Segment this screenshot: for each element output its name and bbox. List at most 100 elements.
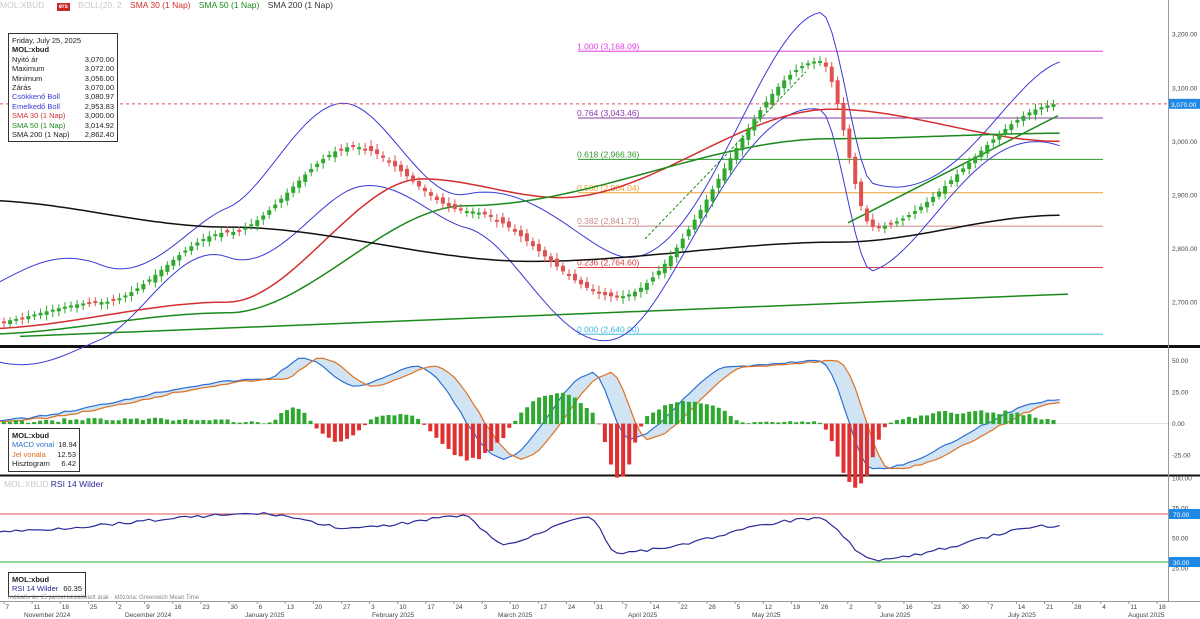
- histogram-bar: [189, 419, 194, 425]
- histogram-bar: [279, 413, 284, 425]
- macd-value: 18.94: [58, 440, 77, 450]
- candle-body: [345, 147, 350, 152]
- x-tick-label: 14: [652, 604, 660, 611]
- x-tick-label: 24: [455, 604, 463, 611]
- candle-body: [68, 305, 73, 308]
- candle-body: [686, 229, 691, 237]
- last-price-badge: [1169, 98, 1200, 109]
- candle-body: [578, 279, 583, 285]
- info-value: 2,953.83: [84, 101, 114, 111]
- histogram-bar: [931, 413, 936, 425]
- histogram-bar: [663, 405, 668, 425]
- candle-body: [339, 148, 344, 151]
- bollinger-lower: [0, 108, 1060, 366]
- candle-body: [488, 214, 493, 217]
- histogram-bar: [345, 423, 350, 439]
- candle-body: [309, 168, 314, 173]
- candle-body: [876, 226, 881, 229]
- info-label: Maximum: [12, 64, 45, 74]
- rsi-level-badge: [1169, 509, 1200, 519]
- x-tick-label: 22: [680, 604, 688, 611]
- rsi-legend-label: RSI 14 Wilder: [50, 479, 104, 489]
- moving-average-line: [0, 132, 1060, 335]
- fib-level-label: 0.618 (2,966.36): [577, 149, 640, 159]
- histogram-bar: [519, 412, 524, 425]
- candle-body: [835, 80, 840, 105]
- candle-body: [440, 197, 445, 204]
- histogram-bar: [19, 420, 24, 425]
- candle-body: [806, 63, 811, 66]
- signal-line: [0, 357, 1060, 470]
- candle-body: [650, 277, 655, 282]
- candle-body: [464, 211, 469, 214]
- info-label: Minimum: [12, 73, 43, 83]
- candle-body: [416, 181, 421, 187]
- histogram-bar: [615, 423, 620, 478]
- histogram-bar: [997, 414, 1002, 425]
- candle-body: [494, 219, 499, 222]
- chart-legend: MOL:XBUD ers BOLL(20, 2 SMA 30 (1 Nap) S…: [0, 0, 339, 13]
- histogram-bar: [870, 423, 875, 458]
- x-tick-label: 28: [709, 604, 717, 611]
- x-tick-label: 21: [1046, 604, 1054, 611]
- candle-body: [788, 74, 793, 80]
- candle-body: [560, 265, 565, 272]
- info-date: Friday, July 25, 2025: [12, 36, 82, 45]
- x-tick-label: 9: [877, 604, 881, 611]
- candle-body: [829, 66, 834, 82]
- candle-body: [906, 215, 911, 218]
- candle-body: [518, 230, 523, 237]
- price-tick-label: 3,100.00: [1172, 85, 1198, 92]
- histogram-bar: [68, 419, 73, 425]
- macd-info-box: MOL:xbud MACD vonal 18.94 Jel vonala 12.53 H…: [8, 428, 80, 472]
- histogram-bar: [368, 419, 373, 425]
- candle-body: [985, 144, 990, 154]
- histogram-bar: [1021, 415, 1026, 425]
- histogram-bar: [912, 418, 917, 425]
- histogram-bar: [207, 420, 212, 425]
- candle-body: [734, 147, 739, 160]
- histogram-bar: [674, 402, 679, 425]
- candle-body: [656, 270, 661, 276]
- candle-body: [255, 220, 260, 227]
- info-row: Csökkenő Boll 3,080.97: [12, 92, 114, 101]
- candle-body: [626, 294, 631, 297]
- rsi-value: 60.35: [63, 584, 82, 594]
- candle-body: [50, 309, 55, 312]
- histogram-bar: [458, 423, 463, 457]
- histogram-bar: [746, 423, 751, 425]
- candle-body: [692, 219, 697, 230]
- histogram-bar: [362, 423, 367, 426]
- month-label: January 2025: [245, 612, 285, 619]
- macd-tick-label: 0.00: [1172, 421, 1185, 428]
- macd-symbol: MOL:xbud: [12, 431, 50, 440]
- candle-body: [387, 160, 392, 163]
- candle-body: [870, 219, 875, 228]
- histogram-bar: [590, 412, 595, 425]
- candle-body: [740, 138, 745, 151]
- candle-body: [291, 186, 296, 193]
- info-value: 3,070.00: [84, 83, 114, 93]
- candle-body: [297, 180, 302, 188]
- histogram-bar: [584, 407, 589, 425]
- candle-body: [530, 241, 535, 247]
- histogram-bar: [1009, 413, 1014, 425]
- candle-body: [189, 246, 194, 251]
- histogram-bar: [566, 394, 571, 425]
- histogram-bar: [332, 423, 337, 442]
- histogram-bar: [537, 397, 542, 425]
- histogram-bar: [351, 423, 356, 436]
- candle-body: [943, 185, 948, 194]
- histogram-bar: [134, 418, 139, 425]
- candle-body: [853, 156, 858, 185]
- candle-body: [38, 312, 43, 316]
- candle-body: [900, 218, 905, 221]
- info-row: Zárás 3,070.00: [12, 83, 114, 92]
- x-tick-label: 18: [1159, 604, 1167, 611]
- histogram-bar: [812, 421, 817, 425]
- histogram-bar: [225, 419, 230, 425]
- x-tick-label: 23: [202, 604, 210, 611]
- histogram-bar: [483, 423, 488, 453]
- rsi-tick-label: 50.00: [1172, 536, 1189, 543]
